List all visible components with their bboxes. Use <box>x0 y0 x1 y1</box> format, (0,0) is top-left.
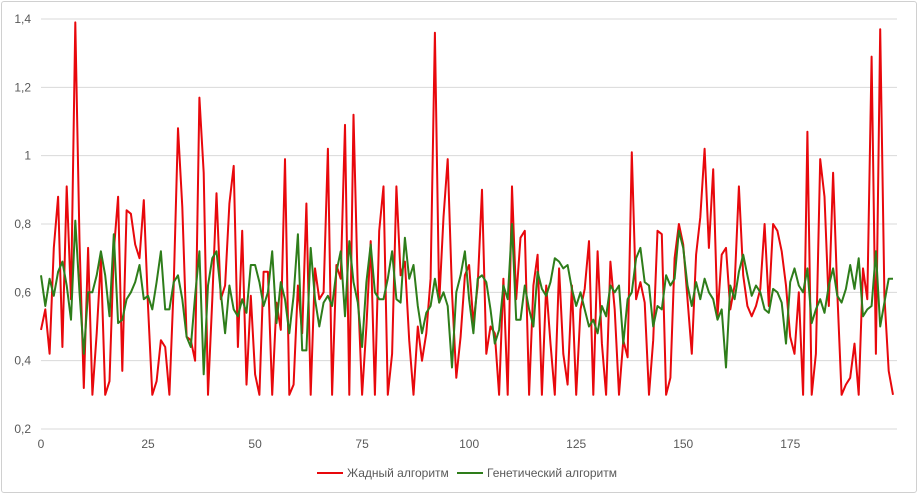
y-tick-label: 0,2 <box>14 422 31 436</box>
y-tick-label: 0,4 <box>14 354 31 368</box>
x-tick-label: 25 <box>141 437 155 451</box>
y-axis-ticks: 0,2 0,4 0,6 0,8 1 1,2 1,4 <box>14 12 31 436</box>
legend: Жадный алгоритм Генетический алгоритм <box>317 466 617 480</box>
y-tick-label: 1,4 <box>14 12 31 26</box>
x-tick-label: 175 <box>780 437 800 451</box>
legend-label: Генетический алгоритм <box>487 466 617 480</box>
x-tick-label: 125 <box>566 437 586 451</box>
gridlines <box>41 18 897 430</box>
x-tick-label: 150 <box>673 437 693 451</box>
series-line-1 <box>40 219 893 376</box>
series-line-0 <box>40 21 894 396</box>
x-tick-label: 75 <box>355 437 369 451</box>
x-tick-label: 0 <box>38 437 45 451</box>
y-tick-label: 0,6 <box>14 285 31 299</box>
series-lines <box>40 21 894 396</box>
x-tick-label: 100 <box>459 437 479 451</box>
x-axis-ticks: 0 25 50 75 100 125 150 175 <box>38 437 801 451</box>
y-tick-label: 0,8 <box>14 217 31 231</box>
y-tick-label: 1 <box>24 149 31 163</box>
legend-label: Жадный алгоритм <box>347 466 449 480</box>
x-tick-label: 50 <box>248 437 262 451</box>
y-tick-label: 1,2 <box>14 80 31 94</box>
